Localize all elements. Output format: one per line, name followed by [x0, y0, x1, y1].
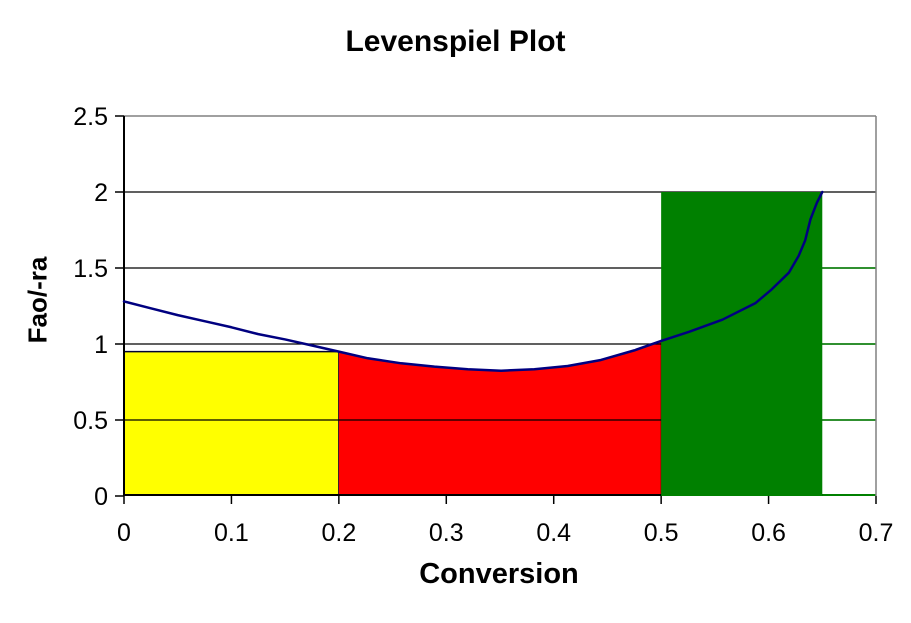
y-tick-label-0.5: 0.5 — [73, 407, 108, 435]
levenspiel-curve — [122, 190, 824, 373]
y-tick-label-1.5: 1.5 — [73, 255, 108, 283]
cstr-region-1 — [124, 351, 339, 496]
x-tick-label-0.6: 0.6 — [751, 519, 786, 547]
cstr-region-2 — [661, 192, 823, 496]
x-axis-title: Conversion — [419, 558, 579, 590]
y-tick-label-0: 0 — [94, 483, 108, 511]
x-tick-label-0.1: 0.1 — [214, 519, 249, 547]
x-tick-label-0.4: 0.4 — [536, 519, 571, 547]
pfr-region — [338, 340, 662, 496]
y-tick-label-2.5: 2.5 — [73, 103, 108, 131]
x-tick-label-0.5: 0.5 — [644, 519, 679, 547]
y-tick-label-1: 1 — [94, 331, 108, 359]
x-tick-label-0.7: 0.7 — [859, 519, 894, 547]
chart-title: Levenspiel Plot — [345, 25, 566, 58]
y-tick-label-2: 2 — [94, 179, 108, 207]
x-tick-label-0: 0 — [117, 519, 131, 547]
x-tick-label-0.2: 0.2 — [321, 519, 356, 547]
x-tick-label-0.3: 0.3 — [429, 519, 464, 547]
